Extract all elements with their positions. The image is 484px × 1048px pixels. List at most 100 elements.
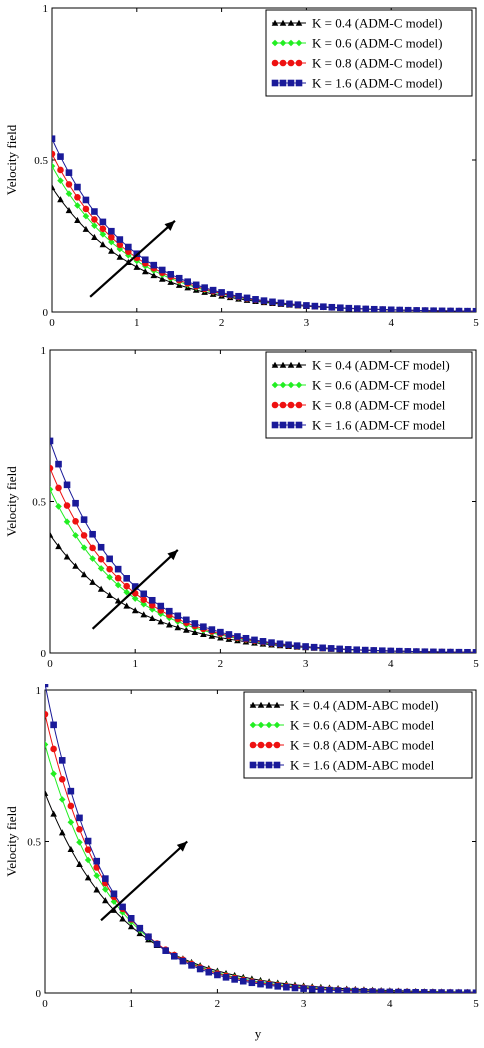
circle-marker (114, 574, 122, 582)
legend-label: K = 0.8 (ADM-ABC model (290, 738, 435, 753)
legend-label: K = 0.8 (ADM-C model) (312, 56, 442, 71)
square-marker (370, 647, 378, 653)
triangle-marker (102, 897, 109, 904)
square-marker (131, 583, 139, 590)
diamond-marker (279, 381, 287, 389)
series-markers-2 (45, 741, 476, 993)
diamond-marker (257, 721, 265, 729)
diamond-marker (287, 381, 295, 389)
square-marker (395, 988, 402, 993)
triangle-marker (50, 531, 54, 538)
triangle-marker (174, 624, 182, 631)
y-axis-label: Velocity field (4, 466, 19, 537)
legend-label: K = 0.8 (ADM-CF model (312, 398, 446, 413)
circle-marker (52, 150, 56, 158)
square-marker (58, 757, 66, 764)
square-marker (293, 642, 301, 649)
square-marker (119, 903, 126, 911)
square-marker (317, 986, 325, 993)
triangle-marker (106, 591, 113, 598)
square-marker (93, 857, 101, 865)
square-marker (191, 620, 199, 627)
circle-marker (279, 401, 287, 409)
circle-marker (140, 596, 148, 603)
square-marker (150, 261, 158, 269)
square-marker (84, 837, 92, 845)
legend-entry-4: K = 1.6 (ADM-C model) (271, 76, 442, 91)
square-marker (192, 281, 200, 289)
square-marker (110, 890, 118, 898)
diamond-marker (279, 39, 287, 47)
square-marker (387, 306, 395, 312)
legend-entry-1: K = 0.4 (ADM-CF model) (271, 358, 450, 373)
square-marker (63, 481, 71, 489)
triangle-marker (45, 789, 49, 796)
square-marker (287, 421, 295, 429)
diamond-marker (57, 177, 64, 184)
triangle-marker (141, 268, 149, 275)
x-tick-label: 3 (304, 317, 310, 329)
square-marker (447, 648, 454, 653)
diamond-marker (123, 588, 130, 596)
square-marker (80, 516, 88, 523)
x-tick-label: 2 (219, 317, 225, 329)
square-marker (464, 648, 471, 653)
triangle-marker (287, 19, 295, 26)
circle-marker (50, 745, 57, 753)
square-marker (231, 976, 238, 983)
circle-marker (295, 401, 303, 409)
diamond-marker (89, 555, 96, 562)
circle-marker (108, 233, 115, 241)
square-marker (472, 989, 476, 993)
diamond-marker (50, 770, 57, 778)
square-marker (114, 565, 122, 573)
square-marker (369, 988, 376, 993)
legend-entry-3: K = 0.8 (ADM-C model) (271, 56, 442, 71)
square-marker (352, 987, 359, 993)
square-marker (412, 989, 419, 993)
series-line-1 (50, 534, 476, 653)
square-marker (360, 988, 368, 993)
square-marker (455, 989, 463, 993)
square-marker (291, 984, 299, 992)
diamond-marker (91, 222, 98, 229)
square-marker (269, 298, 276, 306)
series-layer (52, 135, 476, 312)
triangle-marker (123, 602, 130, 609)
x-tick-label: 5 (473, 317, 479, 329)
triangle-marker (119, 915, 126, 922)
square-marker (472, 307, 476, 312)
y-tick-label: 0 (43, 307, 49, 319)
square-marker (91, 208, 98, 215)
square-marker (464, 989, 471, 993)
triangle-marker (249, 701, 257, 708)
square-marker (328, 303, 336, 311)
square-marker (106, 555, 113, 563)
diamond-marker (287, 39, 295, 47)
legend-label: K = 0.4 (ADM-ABC model) (290, 698, 439, 713)
square-marker (464, 307, 471, 312)
triangle-marker (65, 207, 73, 214)
x-tick-label: 3 (301, 998, 307, 1010)
square-marker (265, 981, 273, 989)
square-marker (97, 543, 105, 551)
square-marker (308, 985, 316, 993)
triangle-marker (295, 361, 303, 368)
square-marker (175, 274, 183, 282)
x-axis-label: y (255, 1026, 262, 1041)
square-marker (50, 437, 54, 445)
series-line-4 (50, 440, 476, 653)
diamond-marker (50, 486, 54, 493)
x-tick-label: 0 (49, 317, 55, 329)
square-marker (242, 634, 250, 642)
triangle-marker (287, 361, 295, 368)
square-marker (165, 607, 173, 615)
triangle-marker (140, 611, 148, 618)
square-marker (283, 983, 290, 991)
square-marker (148, 596, 156, 604)
square-marker (319, 644, 326, 652)
square-marker (76, 814, 83, 822)
triangle-marker (63, 553, 71, 560)
square-marker (45, 684, 49, 688)
diamond-marker (102, 886, 109, 893)
